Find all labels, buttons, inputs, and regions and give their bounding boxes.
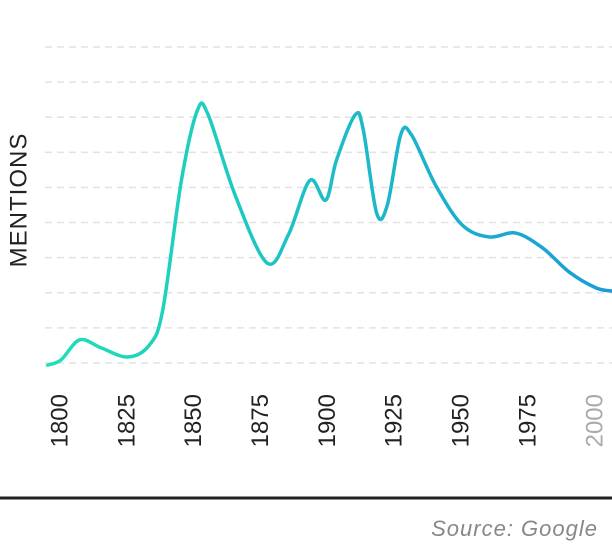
x-tick-label: 1975 [514,394,541,447]
source: Source: Google [431,516,598,541]
x-tick-label: 1825 [113,394,140,447]
x-tick-label: 2000 [581,394,608,447]
y-axis-label: MENTIONS [5,133,32,268]
x-tick-label: 1950 [448,394,475,447]
data-line [45,101,612,367]
x-tick-label: 1850 [180,394,207,447]
x-tick-label: 1925 [381,394,408,447]
x-tick-label: 1900 [314,394,341,447]
x-tick-label: 1800 [46,394,73,447]
x-tick-label: 1875 [247,394,274,447]
